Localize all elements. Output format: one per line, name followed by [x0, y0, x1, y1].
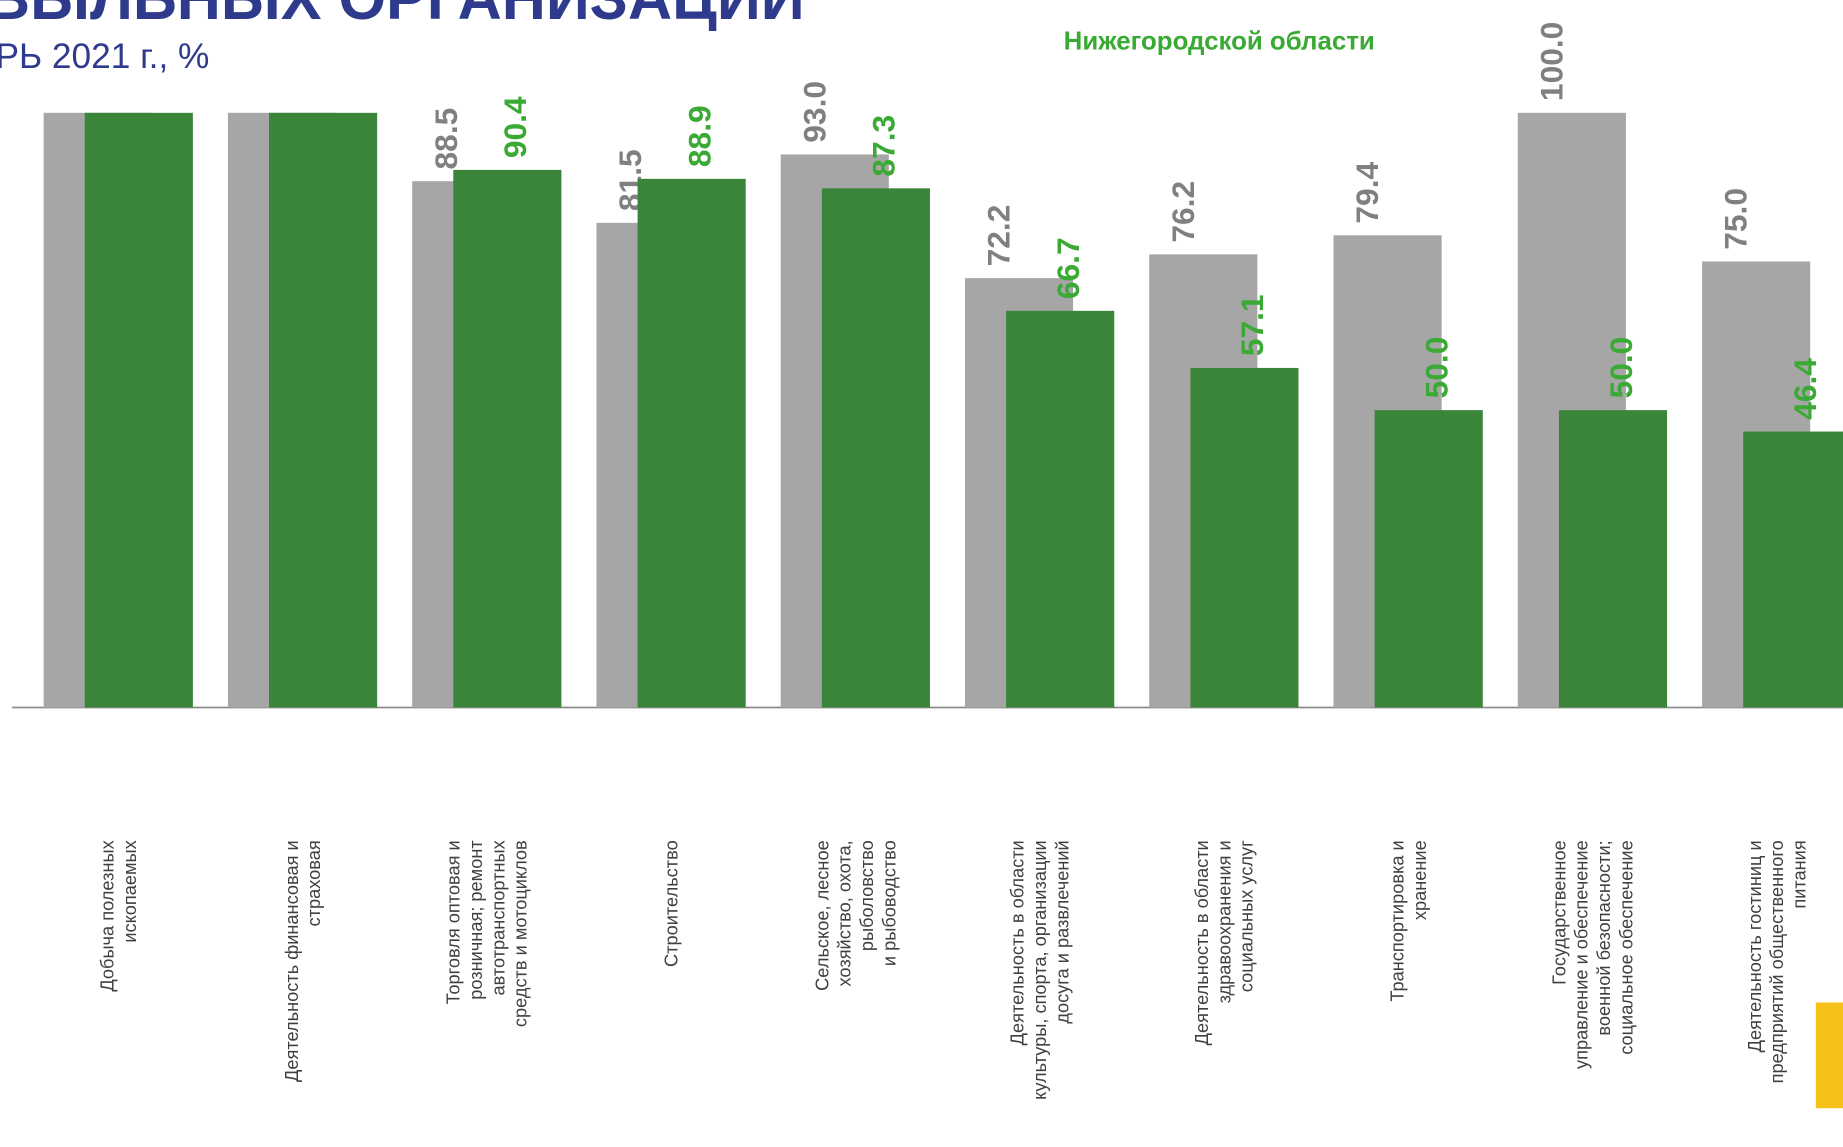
bar	[1006, 310, 1115, 708]
legend-label: Нижегородской области	[1064, 27, 1375, 55]
value-label: 88.9	[681, 105, 717, 167]
value-label: 100.0	[1533, 22, 1569, 101]
x-tick-label: Торговля оптовая и розничная; ремонт автот…	[444, 840, 531, 1027]
value-label: 79.4	[1349, 161, 1385, 223]
x-tick-label: Строительство	[662, 840, 682, 967]
bar	[637, 178, 746, 708]
bar	[1190, 367, 1299, 708]
x-tick-label: Деятельность финансовая и страховая	[282, 840, 324, 1082]
x-tick-label: Добыча полезных ископаемых	[98, 840, 140, 991]
bar	[1743, 431, 1843, 708]
value-label: 46.4	[1787, 358, 1823, 420]
bar	[453, 169, 562, 708]
value-label: 93.0	[796, 81, 832, 143]
value-label: 72.2	[981, 205, 1017, 267]
bar	[1558, 410, 1668, 708]
bar	[1374, 410, 1483, 708]
x-tick-label: Государственное управление и обеспечение в…	[1549, 840, 1636, 1069]
x-tick-label: Деятельность гостиниц и предприятий общес…	[1745, 840, 1810, 1083]
value-label: 75.0	[1718, 188, 1754, 250]
chart-title: ВЫЛЬНЫХ ОРГАНИЗАЦИЙ	[0, 0, 805, 32]
value-label: 50.0	[1603, 337, 1639, 399]
bar	[269, 112, 378, 708]
x-tick-label: Транспортировка и хранение	[1387, 840, 1429, 1001]
decoration	[1815, 1002, 1843, 1109]
chart-subtitle: РЬ 2021 г., %	[0, 37, 209, 76]
value-label: 76.2	[1165, 181, 1201, 243]
value-label: 88.5	[428, 108, 464, 170]
bar	[821, 188, 930, 708]
value-label: 87.3	[866, 115, 902, 177]
bar	[84, 112, 193, 708]
value-label: 50.0	[1419, 337, 1455, 399]
value-label: 57.1	[1234, 294, 1270, 356]
x-tick-label: Деятельность в области культуры, спорта, …	[1008, 840, 1073, 1100]
value-label: 66.7	[1050, 237, 1086, 299]
value-label: 90.4	[497, 96, 533, 158]
x-tick-label: Сельское, лесное хозяйство, охота, рыболов…	[812, 840, 899, 991]
